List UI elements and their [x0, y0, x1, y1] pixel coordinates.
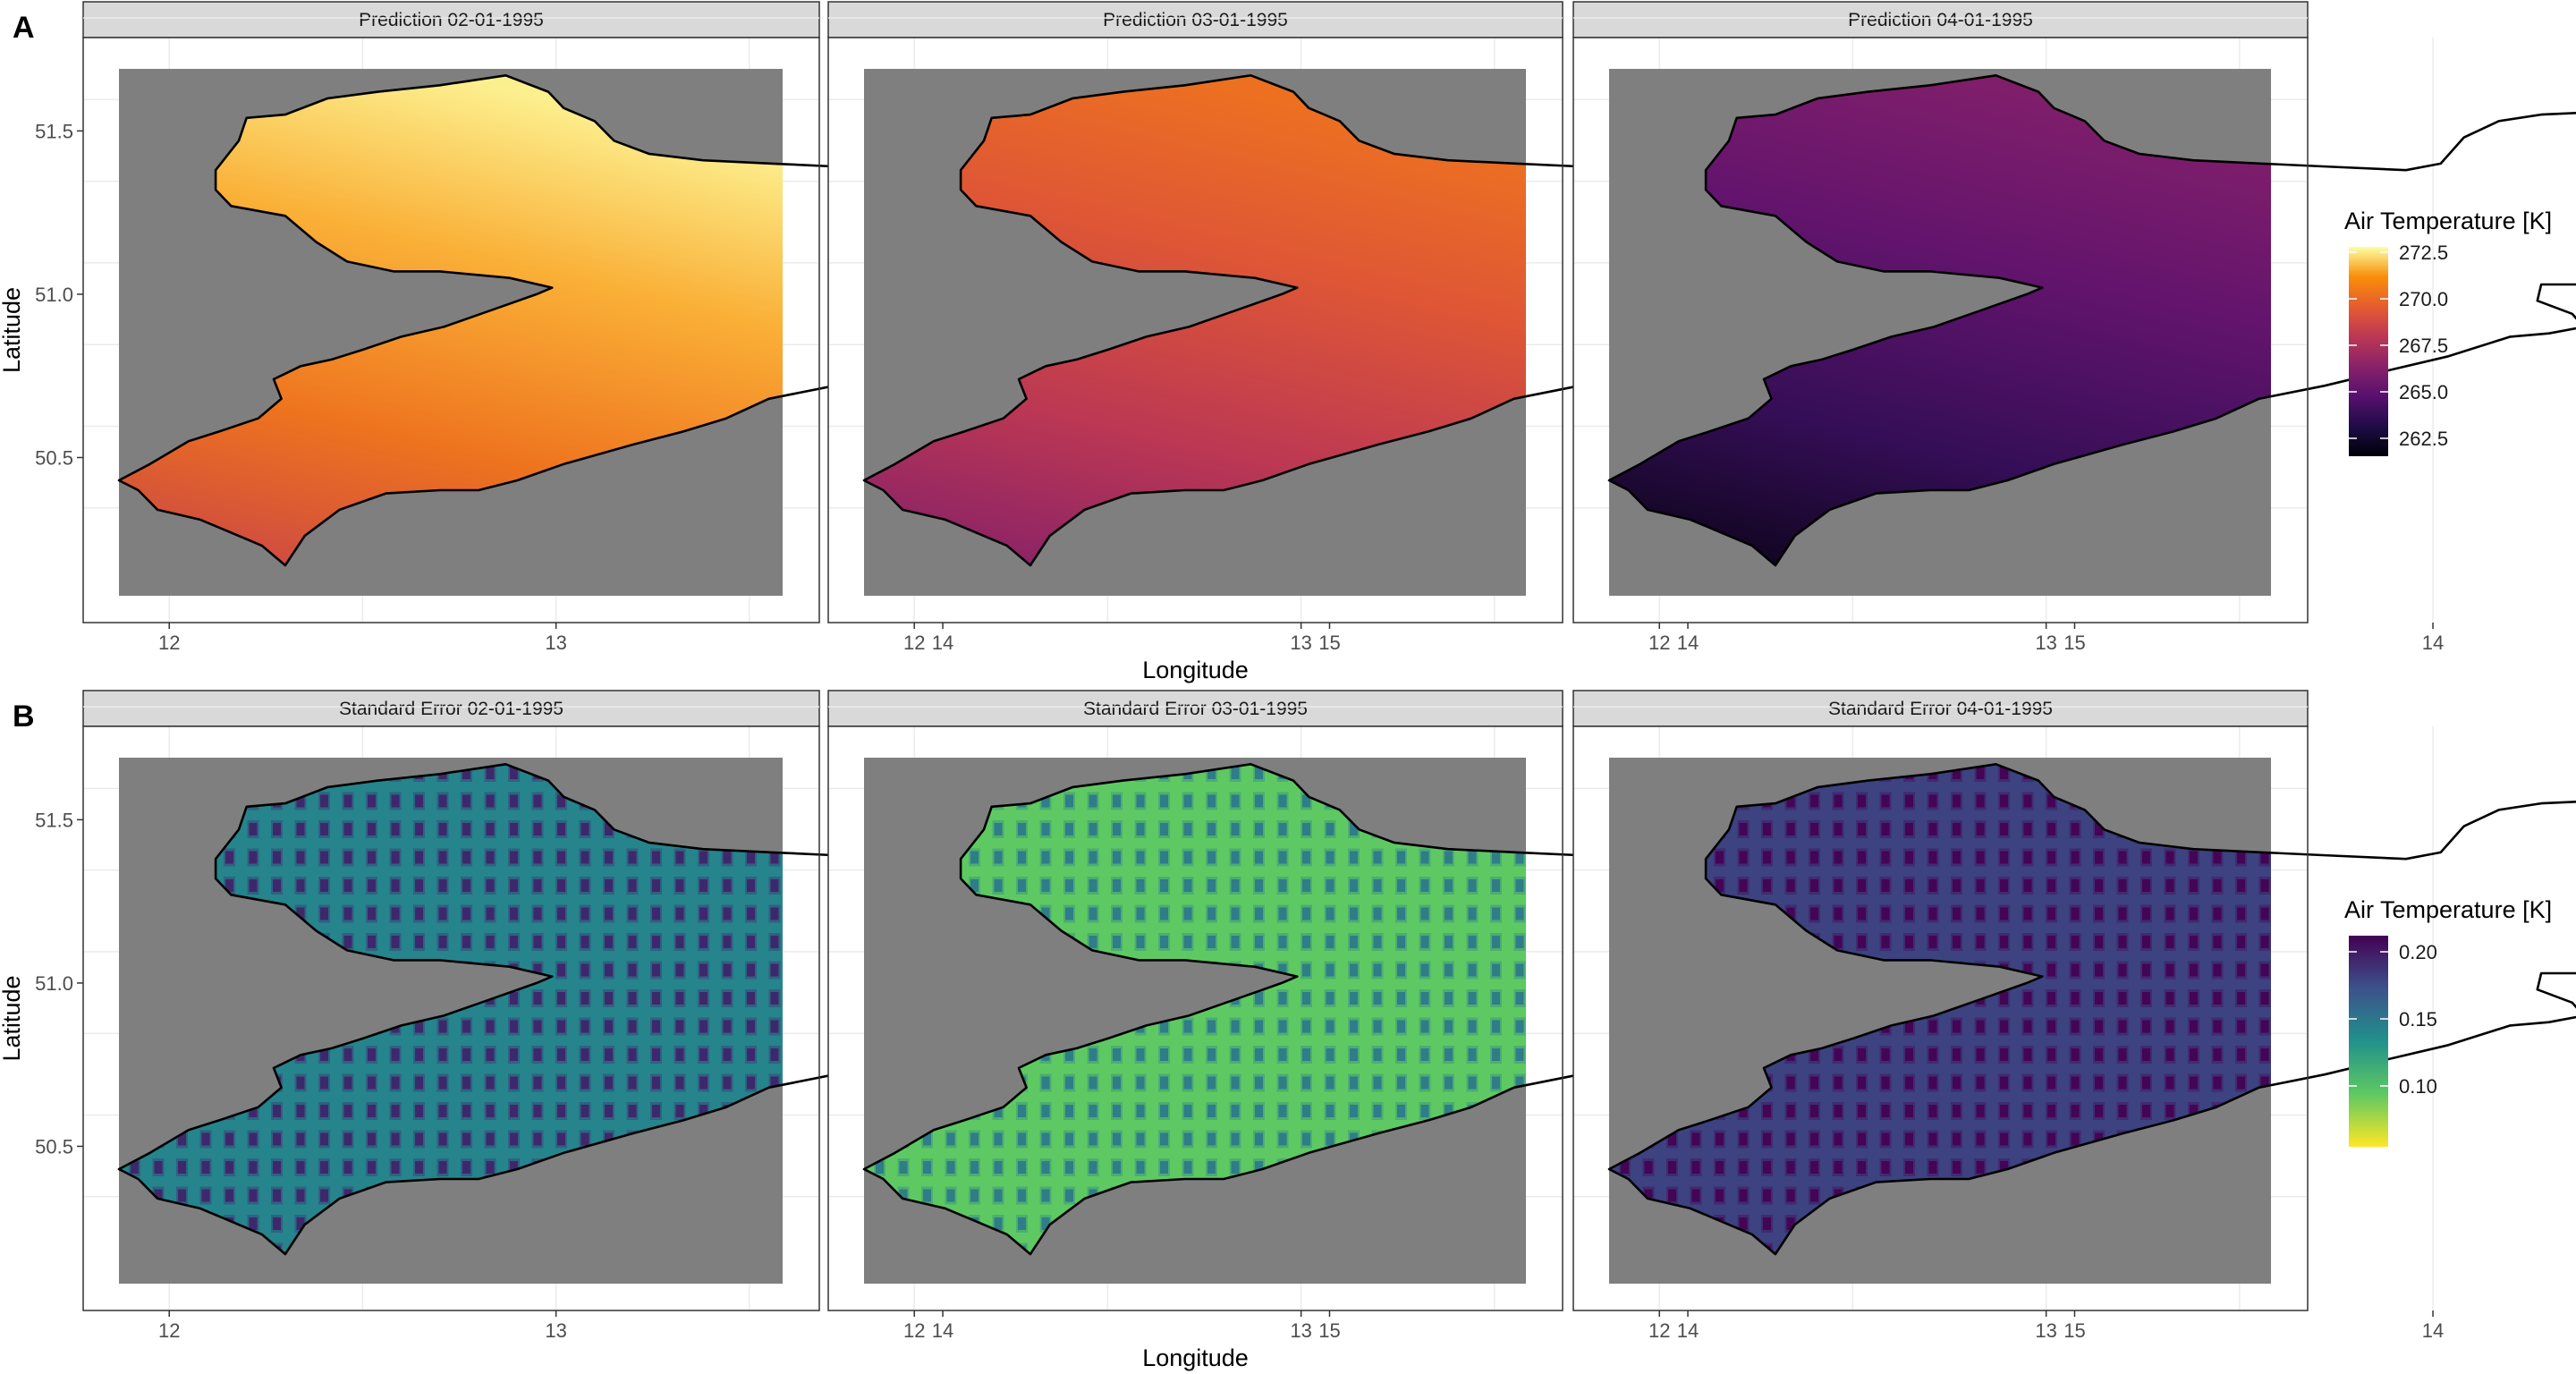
x-axis: 12 13 14 15 — [903, 1310, 2086, 1342]
panel-border — [827, 725, 1563, 1311]
facet-strip — [82, 1, 820, 38]
x-tick-label: 12 — [903, 1319, 925, 1342]
state-boundary — [1607, 74, 2576, 567]
legend-tick-label: 272.5 — [2399, 242, 2448, 264]
legend-tick-label: 270.0 — [2399, 288, 2448, 310]
panel-border — [82, 725, 820, 1311]
panel-border — [82, 37, 820, 623]
facet-2-1: Standard Error 02-01-1995 12 13 14 15 50.5 51.… — [35, 690, 1347, 1342]
legend-tick-label: 265.0 — [2399, 381, 2448, 403]
panel-border — [827, 37, 1563, 623]
legend-a: Air Temperature [K] 272.5 270.0 267.5 265.0 2… — [2344, 208, 2552, 456]
facet-2-2: Standard Error 03-01-1995 12 13 14 15 — [827, 690, 2092, 1342]
facet-title: Standard Error 02-01-1995 — [339, 699, 564, 719]
y-axis: 50.5 51.0 51.5 — [35, 809, 83, 1158]
facet-title: Prediction 02-01-1995 — [359, 10, 544, 30]
state-boundary — [1607, 763, 2576, 1256]
facet-title: Standard Error 03-01-1995 — [1083, 699, 1308, 719]
x-tick-label: 13 — [1290, 632, 1311, 654]
x-tick-label: 13 — [545, 1319, 566, 1342]
panel-label-b: B — [13, 700, 35, 734]
y-tick-label: 51.0 — [35, 972, 73, 995]
legend-colorbar — [2349, 247, 2388, 456]
x-tick-label: 13 — [1290, 1319, 1311, 1342]
legend-colorbar — [2349, 936, 2388, 1147]
x-axis: 12 13 14 15 — [1648, 1310, 2444, 1342]
facet-strip — [82, 690, 820, 727]
legend-tick-label: 0.20 — [2399, 941, 2437, 963]
panel-label-a: A — [13, 11, 35, 45]
x-axis-title: Longitude — [1142, 657, 1249, 683]
facet-strip — [1572, 690, 2309, 727]
x-tick-label: 14 — [932, 1319, 953, 1342]
x-tick-label: 15 — [1318, 632, 1340, 654]
y-tick-label: 51.0 — [35, 284, 73, 306]
legend-tick-label: 0.15 — [2399, 1008, 2437, 1030]
facet-title: Prediction 03-01-1995 — [1103, 10, 1288, 30]
facet-title: Prediction 04-01-1995 — [1848, 10, 2033, 30]
legend-tick-label: 267.5 — [2399, 335, 2448, 357]
y-axis: 50.5 51.0 51.5 — [35, 120, 83, 469]
x-tick-label: 14 — [2422, 1319, 2444, 1342]
y-tick-label: 50.5 — [35, 1135, 73, 1158]
x-axis: 12 13 14 15 — [903, 623, 2086, 654]
facet-strip — [827, 1, 1563, 38]
x-axis: 12 13 14 15 — [158, 1310, 1341, 1342]
panel-border — [1572, 37, 2309, 623]
facet-2-3: Standard Error 04-01-1995 12 13 14 15 — [1572, 690, 2576, 1342]
x-tick-label: 13 — [2035, 632, 2056, 654]
x-axis: 12 13 14 15 — [1648, 623, 2444, 654]
legend-tick-label: 262.5 — [2399, 428, 2448, 450]
facet-title: Standard Error 04-01-1995 — [1828, 699, 2053, 719]
legend-tick-label: 0.10 — [2399, 1075, 2437, 1098]
x-tick-label: 12 — [903, 632, 925, 654]
y-axis-title: Latitude — [0, 975, 25, 1061]
y-tick-label: 51.5 — [35, 809, 73, 831]
x-tick-label: 14 — [1677, 1319, 1699, 1342]
x-tick-label: 13 — [545, 632, 566, 654]
legend-title: Air Temperature [K] — [2344, 208, 2552, 234]
x-tick-label: 14 — [2422, 632, 2444, 654]
x-tick-label: 12 — [158, 1319, 180, 1342]
x-tick-label: 15 — [1318, 1319, 1340, 1342]
panel-border — [1572, 725, 2309, 1311]
x-axis-title: Longitude — [1142, 1344, 1249, 1371]
x-tick-label: 12 — [158, 632, 180, 654]
x-tick-label: 12 — [1648, 1319, 1670, 1342]
y-tick-label: 50.5 — [35, 446, 73, 469]
legend-title: Air Temperature [K] — [2344, 896, 2552, 923]
legend-b: Air Temperature [K] 0.20 0.15 0.10 — [2344, 896, 2552, 1147]
x-axis: 12 13 14 15 — [158, 623, 1341, 654]
x-tick-label: 14 — [932, 632, 953, 654]
x-tick-label: 13 — [2035, 1319, 2056, 1342]
facet-1-3: Prediction 04-01-1995 12 13 14 15 — [1572, 1, 2576, 654]
y-axis-title: Latitude — [0, 287, 25, 373]
x-tick-label: 12 — [1648, 632, 1670, 654]
x-tick-label: 14 — [1677, 632, 1699, 654]
facet-1-1: Prediction 02-01-1995 12 13 14 15 50.5 51.0 51.… — [35, 1, 1347, 654]
x-tick-label: 15 — [2063, 632, 2085, 654]
x-tick-label: 15 — [2063, 1319, 2085, 1342]
y-tick-label: 51.5 — [35, 120, 73, 142]
facet-1-2: Prediction 03-01-1995 12 13 14 15 — [827, 1, 2092, 654]
